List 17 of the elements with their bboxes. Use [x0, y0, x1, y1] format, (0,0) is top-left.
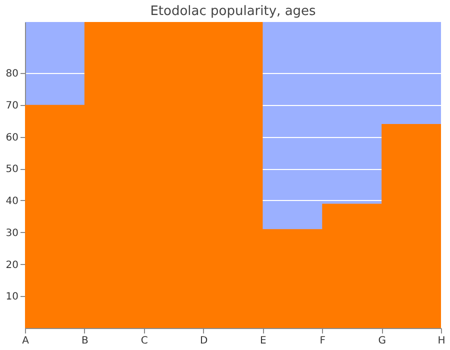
- y-tick-label: 40: [6, 196, 18, 207]
- x-tick-label: C: [140, 336, 148, 346]
- y-tick-label: 60: [6, 132, 18, 144]
- x-tick-label: F: [320, 336, 326, 346]
- x-tick-label: A: [22, 336, 30, 346]
- y-tick-label: 50: [6, 164, 18, 176]
- chart-title: Etodolac popularity, ages: [150, 4, 316, 19]
- y-tick-label: 80: [6, 68, 18, 80]
- y-tick-label: 30: [6, 228, 18, 239]
- x-tick-label: D: [200, 336, 208, 346]
- x-tick-label: B: [81, 336, 88, 346]
- x-tick-label: H: [438, 336, 446, 346]
- y-tick-label: 20: [6, 260, 18, 271]
- x-tick-label: E: [260, 336, 266, 346]
- x-tick-label: G: [378, 336, 386, 346]
- y-tick-label: 70: [6, 100, 18, 112]
- y-tick-label: 10: [6, 292, 18, 303]
